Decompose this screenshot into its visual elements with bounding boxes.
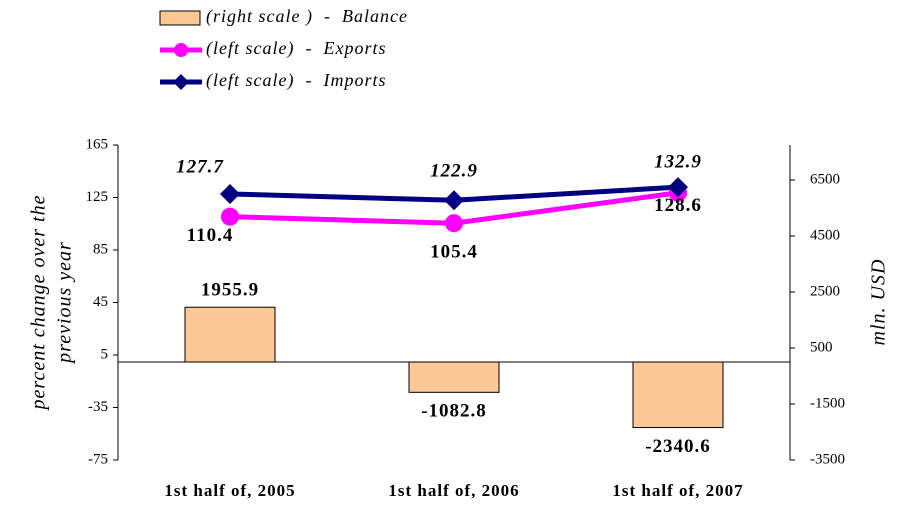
data-label: 128.6 — [654, 195, 702, 216]
legend-label: (right scale ) - Balance — [206, 6, 408, 27]
legend-swatch — [174, 43, 188, 57]
y-axis-label: percent change over the — [28, 195, 50, 412]
bar — [184, 306, 276, 363]
x-tick-label: 1st half of, 2006 — [388, 481, 519, 500]
marker — [668, 177, 688, 198]
data-label: 105.4 — [430, 242, 478, 263]
y2-tick-label: 500 — [810, 339, 833, 355]
y2-axis-label: mln. USD — [868, 259, 890, 346]
y2-tick-label: 4500 — [810, 227, 840, 243]
y2-tick-label: 6500 — [810, 171, 840, 187]
legend-label: (left scale) - Imports — [206, 70, 386, 91]
y-axis-label: previous year — [54, 241, 76, 365]
legend-swatch — [173, 74, 189, 90]
data-label: 1955.9 — [201, 280, 259, 301]
marker — [445, 214, 463, 233]
bar — [632, 361, 724, 429]
y-tick-label: 165 — [86, 136, 109, 152]
x-tick-label: 1st half of, 2007 — [612, 481, 743, 500]
marker — [220, 183, 240, 204]
bar — [408, 361, 500, 393]
y-tick-label: 5 — [101, 346, 109, 362]
data-label: 110.4 — [187, 225, 234, 246]
y2-tick-label: -1500 — [810, 395, 845, 411]
y-tick-label: 125 — [86, 189, 109, 205]
y2-tick-label: -3500 — [810, 451, 845, 467]
data-label: 132.9 — [654, 151, 702, 172]
y-tick-label: 45 — [93, 294, 108, 310]
legend-label: (left scale) - Exports — [206, 38, 386, 59]
marker — [221, 207, 239, 226]
data-label: 122.9 — [430, 161, 478, 182]
y-tick-label: -75 — [88, 451, 108, 467]
marker — [444, 190, 464, 211]
data-label: -2340.6 — [645, 436, 711, 457]
data-label: -1082.8 — [421, 401, 487, 422]
data-label: 127.7 — [176, 156, 224, 177]
x-tick-label: 1st half of, 2005 — [164, 481, 295, 500]
y-tick-label: 85 — [93, 241, 108, 257]
y-tick-label: -35 — [88, 399, 108, 415]
legend-swatch — [159, 10, 201, 26]
y2-tick-label: 2500 — [810, 283, 840, 299]
